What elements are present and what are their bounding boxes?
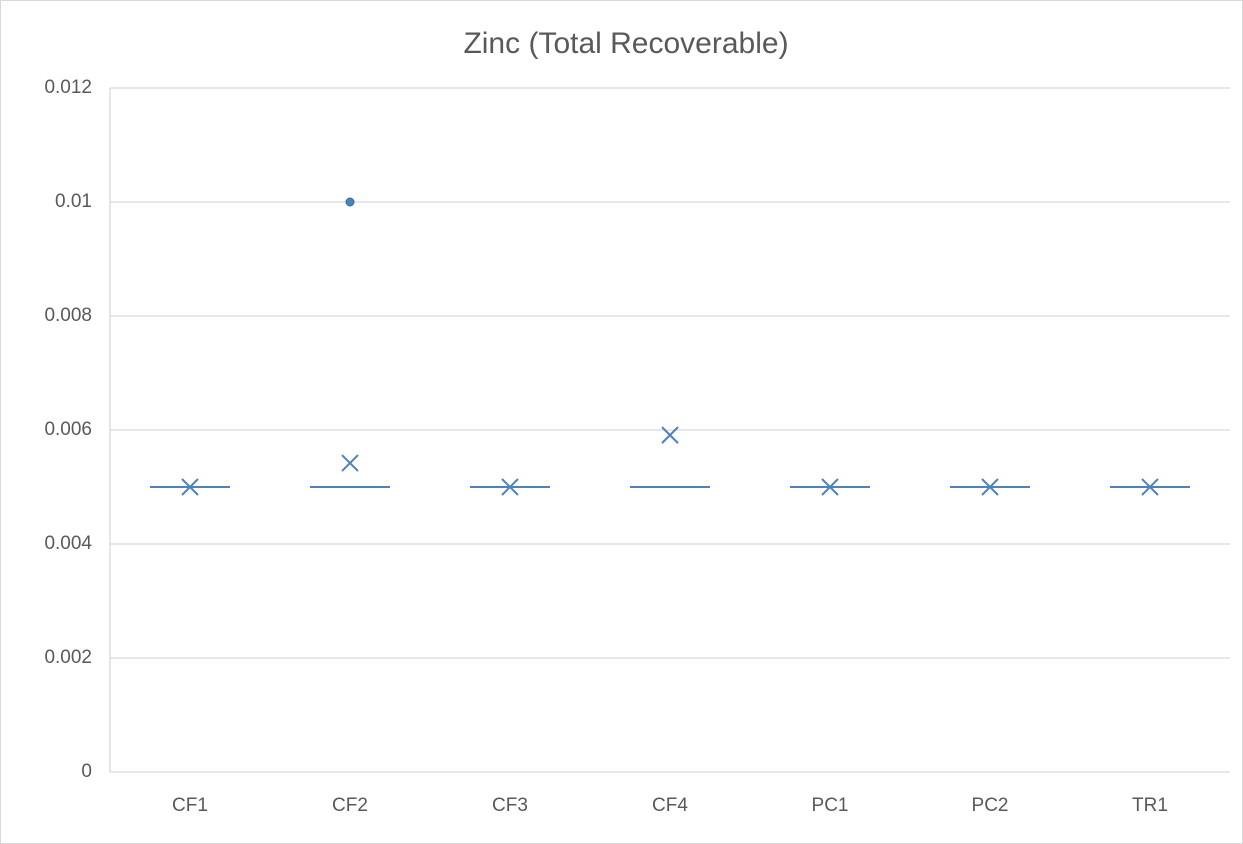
y-tick-label: 0.006 bbox=[44, 419, 92, 440]
x-tick-label: CF4 bbox=[652, 795, 688, 816]
outlier-point bbox=[345, 197, 355, 207]
y-tick-label: 0.004 bbox=[44, 533, 92, 554]
mean-marker bbox=[661, 426, 679, 444]
mean-marker bbox=[181, 478, 199, 496]
mean-marker bbox=[501, 478, 519, 496]
x-tick-label: PC1 bbox=[812, 795, 849, 816]
chart-title: Zinc (Total Recoverable) bbox=[463, 27, 788, 60]
y-tick-label: 0 bbox=[81, 761, 92, 782]
mean-marker bbox=[1141, 478, 1159, 496]
x-tick-label: PC2 bbox=[972, 795, 1009, 816]
x-tick-label: CF3 bbox=[492, 795, 528, 816]
y-tick-label: 0.012 bbox=[44, 77, 92, 98]
y-tick-label: 0.002 bbox=[44, 647, 92, 668]
mean-marker bbox=[341, 454, 359, 472]
x-tick-label: CF2 bbox=[332, 795, 368, 816]
y-tick-label: 0.01 bbox=[55, 191, 92, 212]
mean-marker bbox=[981, 478, 999, 496]
x-tick-label: CF1 bbox=[172, 795, 208, 816]
mean-marker bbox=[821, 478, 839, 496]
y-tick-label: 0.008 bbox=[44, 305, 92, 326]
x-tick-label: TR1 bbox=[1132, 795, 1168, 816]
